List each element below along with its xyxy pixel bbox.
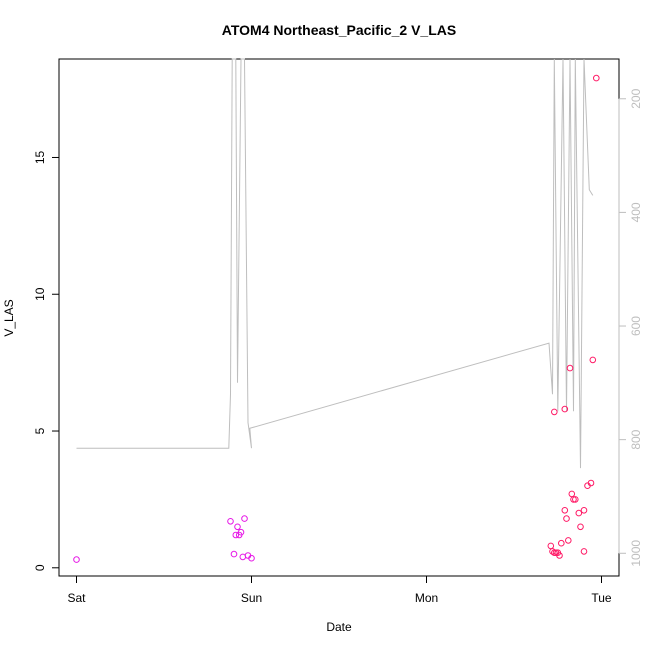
y-tick-label: 10: [33, 287, 47, 301]
y-tick-label: 15: [33, 150, 47, 164]
data-point: [565, 537, 572, 544]
right-axis: 200 400 600 800 1000: [618, 88, 643, 567]
point-series: [73, 74, 600, 563]
data-point: [227, 518, 234, 525]
y-tick-label: 5: [33, 427, 47, 434]
y-tick-label: 0: [33, 564, 47, 571]
x-axis: Sat Sun Mon Tue: [67, 575, 612, 605]
data-point: [575, 509, 583, 517]
data-point: [572, 496, 579, 503]
data-point: [73, 556, 80, 563]
x-tick-label: Tue: [591, 591, 612, 605]
right-tick-label: 1000: [629, 540, 643, 567]
line-series: [76, 58, 594, 469]
right-tick-label: 600: [629, 316, 643, 336]
series-line: [76, 58, 594, 469]
data-point: [577, 523, 584, 531]
x-tick-label: Mon: [415, 591, 438, 605]
right-tick-label: 400: [629, 202, 643, 222]
data-point: [551, 408, 558, 416]
plot-frame: [58, 58, 620, 577]
data-point: [563, 515, 570, 522]
data-point: [561, 507, 569, 514]
data-point: [568, 490, 576, 498]
data-point: [248, 554, 255, 562]
data-point: [556, 552, 563, 559]
x-axis-label: Date: [326, 620, 352, 634]
x-tick-label: Sat: [67, 591, 86, 605]
data-point: [570, 496, 577, 503]
data-point: [237, 528, 245, 536]
data-point: [580, 548, 588, 555]
data-point: [547, 542, 555, 550]
data-point: [593, 74, 600, 82]
right-tick-label: 800: [629, 429, 643, 449]
x-tick-label: Sun: [241, 591, 262, 605]
chart-title: ATOM4 Northeast_Pacific_2 V_LAS: [222, 22, 456, 38]
data-point: [232, 531, 240, 539]
data-point: [234, 523, 241, 531]
data-point: [580, 507, 588, 514]
data-point: [558, 539, 565, 547]
data-point: [589, 356, 597, 364]
data-point: [566, 364, 574, 372]
data-point: [587, 479, 595, 487]
y-axis: 0 5 10 15: [33, 150, 60, 571]
data-point: [241, 515, 248, 522]
data-point: [561, 405, 569, 413]
y-axis-label: V_LAS: [2, 299, 16, 336]
right-tick-label: 200: [629, 88, 643, 108]
data-point: [230, 550, 238, 558]
